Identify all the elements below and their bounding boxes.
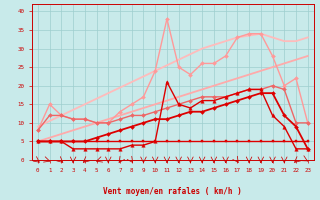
- X-axis label: Vent moyen/en rafales ( km/h ): Vent moyen/en rafales ( km/h ): [103, 187, 242, 196]
